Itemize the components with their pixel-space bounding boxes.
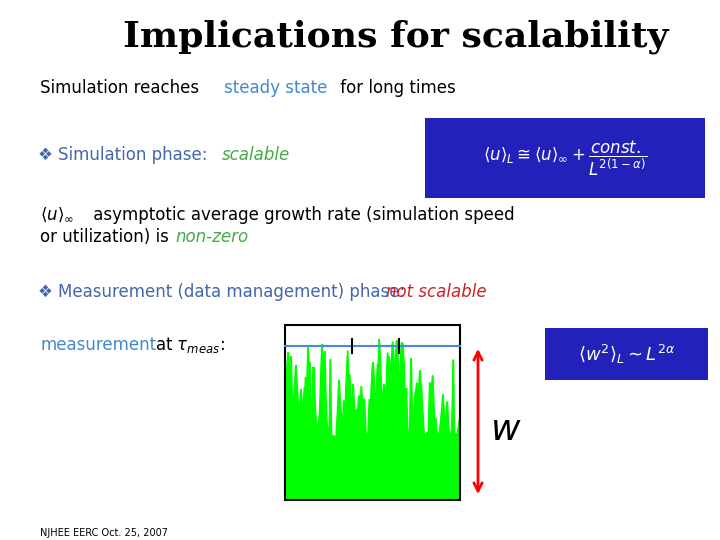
Bar <box>545 328 708 380</box>
Text: asymptotic average growth rate (simulation speed: asymptotic average growth rate (simulati… <box>88 206 515 224</box>
Text: NJHEE EERC Oct. 25, 2007: NJHEE EERC Oct. 25, 2007 <box>40 528 168 538</box>
Text: not scalable: not scalable <box>386 283 487 301</box>
Text: non-zero: non-zero <box>175 228 248 246</box>
Text: $\langle u\rangle_\infty$: $\langle u\rangle_\infty$ <box>40 206 74 224</box>
Polygon shape <box>285 339 460 500</box>
Text: Implications for scalability: Implications for scalability <box>123 19 669 53</box>
Text: $\langle u\rangle_L \cong \langle u\rangle_\infty + \dfrac{const.}{L^{2(1-\alpha: $\langle u\rangle_L \cong \langle u\rang… <box>483 138 647 178</box>
Text: ❖: ❖ <box>38 146 53 164</box>
Text: for long times: for long times <box>335 79 456 97</box>
Text: Measurement (data management) phase:: Measurement (data management) phase: <box>58 283 410 301</box>
Text: steady state: steady state <box>224 79 328 97</box>
Text: measurement: measurement <box>40 336 156 354</box>
Text: or utilization) is: or utilization) is <box>40 228 174 246</box>
Text: $\langle w^2\rangle_L \sim L^{2\alpha}$: $\langle w^2\rangle_L \sim L^{2\alpha}$ <box>578 342 675 366</box>
Text: Simulation reaches: Simulation reaches <box>40 79 204 97</box>
Bar <box>425 118 705 198</box>
Text: $\mathit{w}$: $\mathit{w}$ <box>490 413 521 447</box>
Bar <box>285 325 460 500</box>
Text: at $\tau_{meas}$:: at $\tau_{meas}$: <box>155 335 225 355</box>
Text: ❖: ❖ <box>38 283 53 301</box>
Text: scalable: scalable <box>222 146 290 164</box>
Text: Simulation phase:: Simulation phase: <box>58 146 212 164</box>
